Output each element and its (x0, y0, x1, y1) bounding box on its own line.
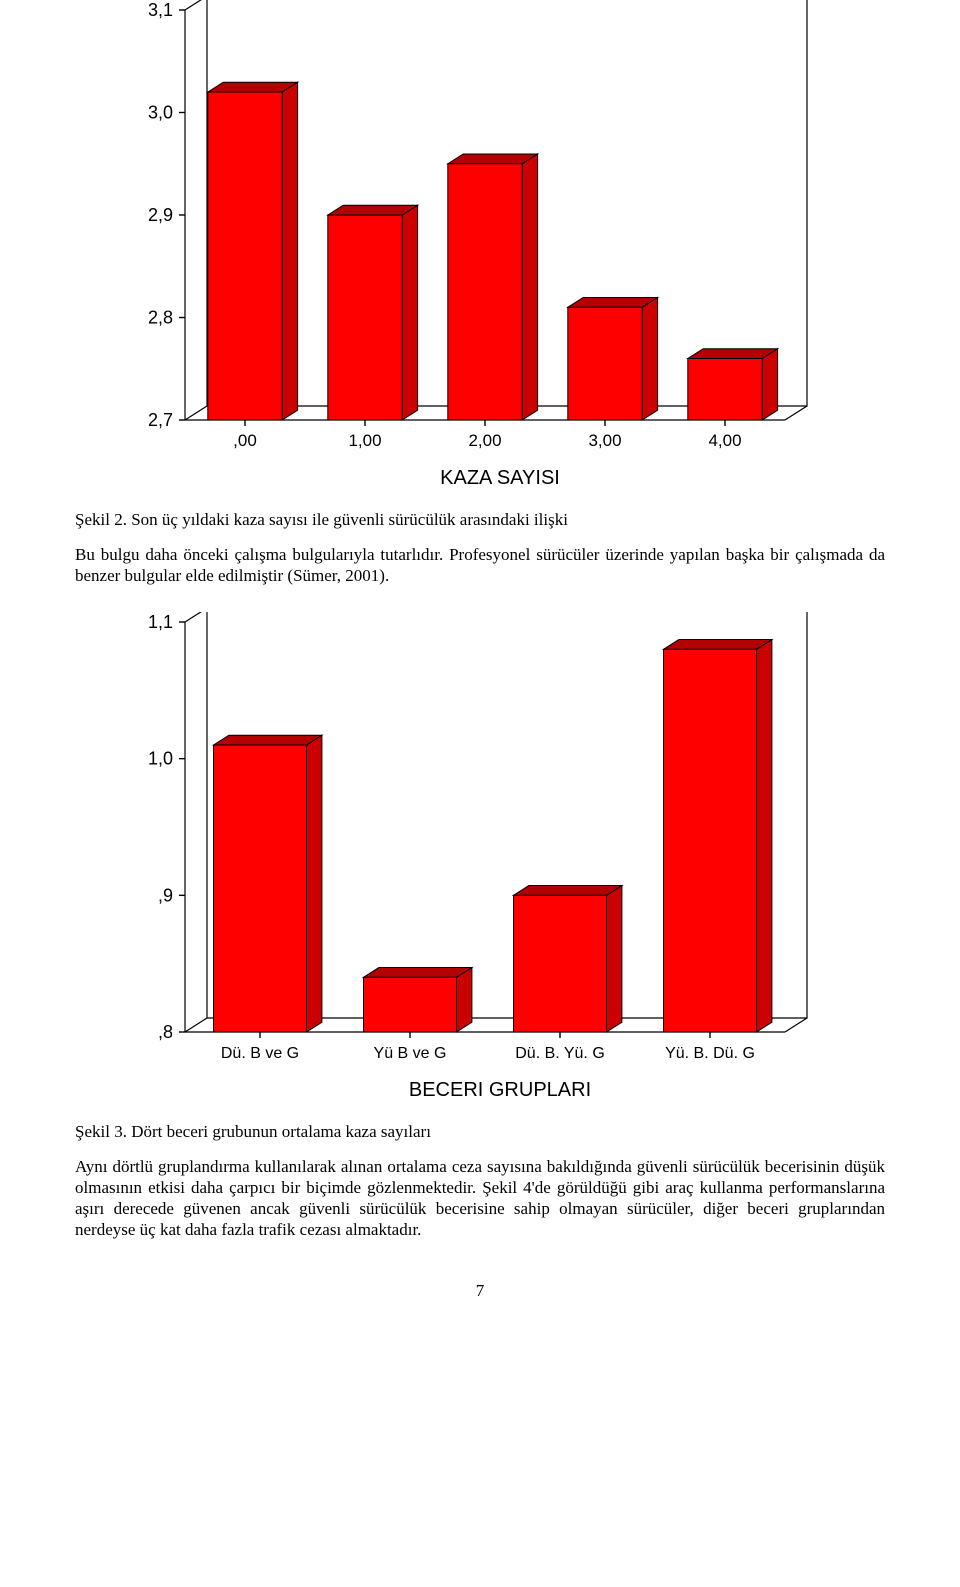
caption1-text: Son üç yıldaki kaza sayısı ile güvenli s… (131, 510, 568, 529)
svg-text:Dü. B ve G: Dü. B ve G (221, 1045, 299, 1062)
chart2-x-axis-title: BECERI GRUPLARI (115, 1079, 885, 1102)
svg-text:2,9: 2,9 (148, 205, 173, 225)
svg-text:Yü B ve G: Yü B ve G (374, 1045, 447, 1062)
svg-text:,9: ,9 (158, 885, 173, 905)
caption2-label: Şekil 3. (75, 1122, 127, 1141)
chart2-svg: 1,1 1,0 ,9 ,8 Dü. B ve G Yü B ve G Dü. B. Yü. … (115, 612, 815, 1072)
svg-text:1,00: 1,00 (348, 431, 381, 450)
paragraph2: Aynı dörtlü gruplandırma kullanılarak al… (75, 1156, 885, 1241)
svg-text:1,0: 1,0 (148, 748, 173, 768)
svg-text:,8: ,8 (158, 1022, 173, 1042)
page-number: 7 (75, 1281, 885, 1301)
svg-text:2,8: 2,8 (148, 308, 173, 328)
caption1-label: Şekil 2. (75, 510, 127, 529)
chart1-x-axis-title: KAZA SAYISI (115, 467, 885, 490)
svg-text:Yü. B. Dü. G: Yü. B. Dü. G (665, 1045, 755, 1062)
caption2-text: Dört beceri grubunun ortalama kaza sayıl… (131, 1122, 431, 1141)
svg-text:1,1: 1,1 (148, 612, 173, 632)
svg-text:3,00: 3,00 (588, 431, 621, 450)
svg-text:2,00: 2,00 (468, 431, 501, 450)
chart2-caption: Şekil 3. Dört beceri grubunun ortalama k… (75, 1122, 885, 1142)
svg-text:3,1: 3,1 (148, 0, 173, 20)
paragraph1: Bu bulgu daha önceki çalışma bulgularıyl… (75, 544, 885, 587)
chart1-caption: Şekil 2. Son üç yıldaki kaza sayısı ile … (75, 510, 885, 530)
svg-text:Dü. B. Yü. G: Dü. B. Yü. G (515, 1045, 605, 1062)
chart-beceri-gruplari: 1,1 1,0 ,9 ,8 Dü. B ve G Yü B ve G Dü. B. Yü. … (115, 612, 885, 1102)
svg-text:2,7: 2,7 (148, 410, 173, 430)
svg-text:3,0: 3,0 (148, 103, 173, 123)
svg-text:4,00: 4,00 (708, 431, 741, 450)
chart1-svg: 3,1 3,0 2,9 2,8 2,7 ,00 1,00 2,00 3,00 4,00 (115, 0, 815, 460)
chart-kaza-sayisi: 3,1 3,0 2,9 2,8 2,7 ,00 1,00 2,00 3,00 4,00 KAZA … (115, 0, 885, 490)
svg-text:,00: ,00 (233, 431, 257, 450)
